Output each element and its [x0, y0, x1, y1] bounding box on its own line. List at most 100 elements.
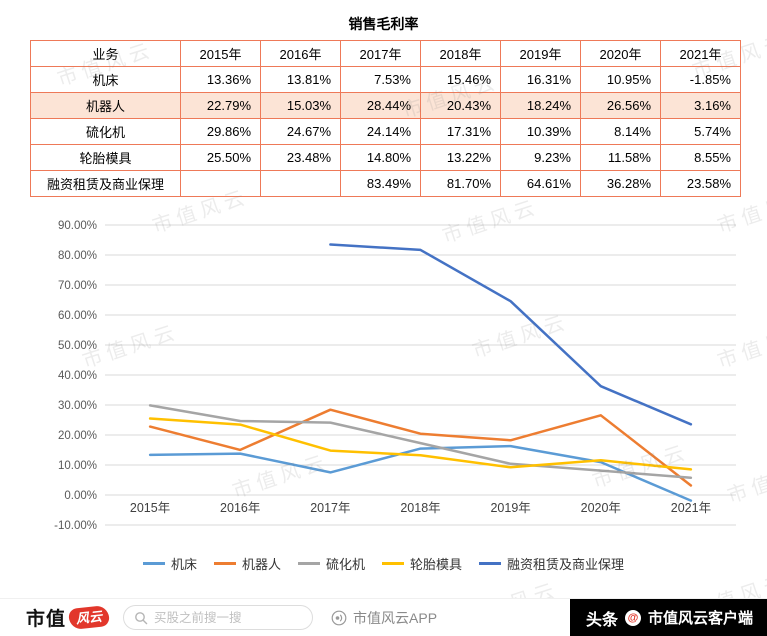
table-cell: 8.55%: [660, 144, 741, 171]
table-header-cell: 2016年: [260, 40, 341, 67]
app-label: 市值风云APP: [353, 609, 438, 626]
table-cell: 15.46%: [420, 66, 501, 93]
channel-prefix: 头条: [585, 611, 618, 629]
table-header-cell: 2015年: [180, 40, 261, 67]
svg-text:20.00%: 20.00%: [58, 430, 97, 442]
table-cell: 25.50%: [180, 144, 261, 171]
svg-text:2016年: 2016年: [220, 501, 260, 515]
svg-text:2020年: 2020年: [581, 501, 621, 515]
table-header-cell: 业务: [30, 40, 181, 67]
legend-swatch: [479, 562, 502, 565]
broadcast-icon: [331, 610, 347, 626]
table-cell: 24.14%: [340, 118, 421, 145]
table-cell: 9.23%: [500, 144, 581, 171]
svg-text:90.00%: 90.00%: [58, 220, 97, 232]
table-cell: 29.86%: [180, 118, 261, 145]
table-row: 硫化机 29.86% 24.67% 24.14% 17.31% 10.39% 8.14% 5.…: [30, 118, 741, 145]
table-cell: 13.81%: [260, 66, 341, 93]
table-cell: 10.95%: [580, 66, 661, 93]
table-row: 机床 13.36% 13.81% 7.53% 15.46% 16.31% 10.95% -1.…: [30, 66, 741, 93]
table-header-cell: 2019年: [500, 40, 581, 67]
table-cell: 16.31%: [500, 66, 581, 93]
table-cell: 14.80%: [340, 144, 421, 171]
brand-logo: 市值 风云: [26, 604, 111, 631]
table-header-cell: 2018年: [420, 40, 501, 67]
svg-text:2018年: 2018年: [400, 501, 440, 515]
table-row: 机器人 22.79% 15.03% 28.44% 20.43% 18.24% 26.56% 3…: [30, 92, 741, 119]
legend-item: 轮胎模具: [382, 554, 462, 573]
legend-item: 机器人: [213, 554, 281, 573]
table-row-label: 融资租赁及商业保理: [30, 170, 181, 197]
table-cell: 5.74%: [660, 118, 741, 145]
app-promo: 市值风云APP: [331, 608, 437, 628]
svg-text:30.00%: 30.00%: [58, 400, 97, 412]
svg-text:60.00%: 60.00%: [58, 310, 97, 322]
table-row-label: 机器人: [30, 92, 181, 119]
legend-label: 硫化机: [325, 557, 365, 572]
table-row: 轮胎模具 25.50% 23.48% 14.80% 13.22% 9.23% 11.58% 8…: [30, 144, 741, 171]
svg-text:40.00%: 40.00%: [58, 370, 97, 382]
table-row-label: 机床: [30, 66, 181, 93]
table-cell: [180, 170, 261, 197]
table-header-cell: 2021年: [660, 40, 741, 67]
table-cell: 36.28%: [580, 170, 661, 197]
table-cell: 7.53%: [340, 66, 421, 93]
line-chart: 90.00% 80.00% 70.00% 60.00% 50.00% 40.00% 30.0…: [54, 220, 736, 532]
table-cell: 15.03%: [260, 92, 341, 119]
channel-at-badge: @: [624, 609, 641, 626]
table-cell: 24.67%: [260, 118, 341, 145]
svg-text:2021年: 2021年: [671, 501, 711, 515]
table-row-label: 轮胎模具: [30, 144, 181, 171]
table-cell: 3.16%: [660, 92, 741, 119]
table-cell: 11.58%: [580, 144, 661, 171]
table-cell: -1.85%: [660, 66, 741, 93]
legend-swatch: [382, 562, 404, 565]
table-cell: 20.43%: [420, 92, 501, 119]
table-cell: 8.14%: [580, 118, 661, 145]
svg-text:50.00%: 50.00%: [58, 340, 97, 352]
toutiao-banner: 头条 @ 市值风云客户端: [569, 599, 767, 636]
svg-text:2019年: 2019年: [490, 501, 530, 515]
legend-label: 机床: [170, 557, 197, 572]
legend-swatch: [297, 562, 320, 565]
table-cell: [260, 170, 341, 197]
legend-swatch: [213, 562, 236, 565]
table-header-row: 业务 2015年 2016年 2017年 2018年 2019年 2020年 2021年: [30, 40, 741, 67]
margin-table: 业务 2015年 2016年 2017年 2018年 2019年 2020年 2021年 机床 1…: [30, 40, 741, 197]
legend-item: 机床: [142, 554, 197, 573]
svg-text:70.00%: 70.00%: [58, 280, 97, 292]
search-icon: [134, 611, 148, 625]
table-cell: 83.49%: [340, 170, 421, 197]
table-row-label: 硫化机: [30, 118, 181, 145]
footer-bar: 市值 风云 市值风云APP 头条 @: [0, 598, 767, 636]
svg-text:2015年: 2015年: [130, 501, 170, 515]
table-cell: 28.44%: [340, 92, 421, 119]
table-header-cell: 2020年: [580, 40, 661, 67]
search-box[interactable]: [123, 605, 314, 630]
table-cell: 81.70%: [420, 170, 501, 197]
legend-item: 硫化机: [297, 554, 365, 573]
table-header-cell: 2017年: [340, 40, 421, 67]
svg-text:-10.00%: -10.00%: [54, 520, 97, 532]
table-cell: 18.24%: [500, 92, 581, 119]
brand-logo-text: 市值: [26, 609, 67, 630]
svg-text:2017年: 2017年: [310, 501, 350, 515]
legend-swatch: [142, 562, 165, 565]
table-row: 融资租赁及商业保理 83.49% 81.70% 64.61% 36.28% 23.58%: [30, 170, 741, 197]
chart-legend: 机床 机器人 硫化机 轮胎模具 融资租赁及商业保理: [0, 554, 767, 573]
legend-item: 融资租赁及商业保理: [479, 554, 624, 573]
svg-text:0.00%: 0.00%: [64, 490, 97, 502]
table-cell: 17.31%: [420, 118, 501, 145]
legend-label: 机器人: [241, 557, 281, 572]
table-cell: 26.56%: [580, 92, 661, 119]
legend-label: 轮胎模具: [410, 557, 463, 572]
table-cell: 23.48%: [260, 144, 341, 171]
svg-text:10.00%: 10.00%: [58, 460, 97, 472]
table-cell: 10.39%: [500, 118, 581, 145]
search-input[interactable]: [154, 610, 303, 625]
table-cell: 13.36%: [180, 66, 261, 93]
brand-logo-mark: 风云: [68, 604, 111, 631]
page-title: 销售毛利率: [348, 16, 419, 32]
table-cell: 64.61%: [500, 170, 581, 197]
